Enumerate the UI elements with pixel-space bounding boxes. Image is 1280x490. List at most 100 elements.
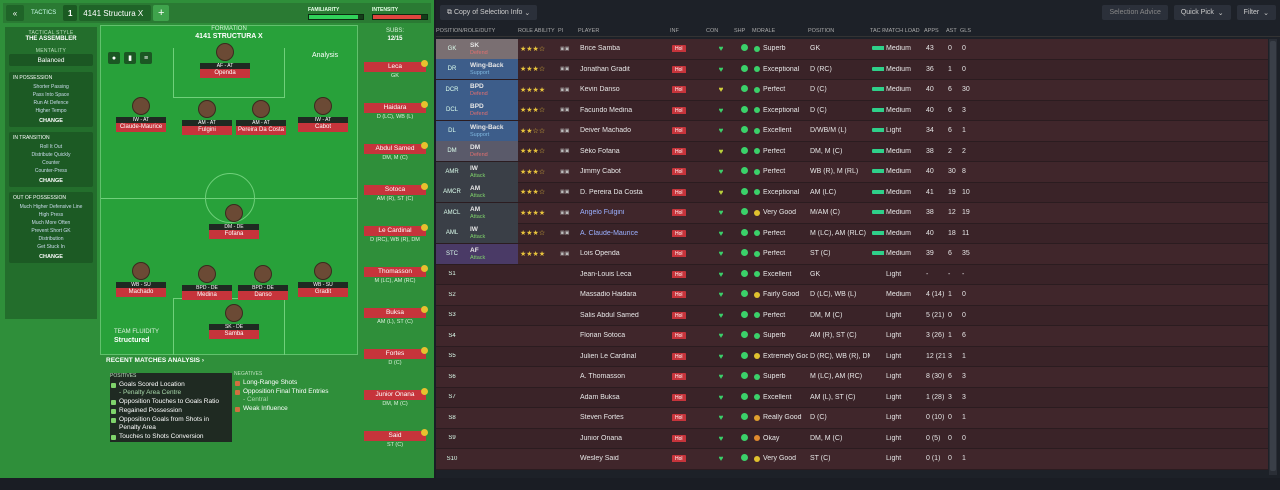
player-instructions-icon[interactable]: ▣▣ xyxy=(560,168,570,175)
table-row[interactable]: AMCR AM Attack ★★★☆ ▣▣ D. Pereira Da Costa Hol… xyxy=(436,182,1268,203)
player-name[interactable]: Lois Openda xyxy=(580,250,620,258)
role-duty[interactable]: Wing-Back Support xyxy=(466,120,518,141)
sub-player-name[interactable]: Said xyxy=(364,431,426,441)
add-tactic-button[interactable]: + xyxy=(153,5,170,21)
player-instructions-icon[interactable]: ▣▣ xyxy=(560,230,570,237)
player-name[interactable]: Jean-Louis Leca xyxy=(580,270,632,278)
sub-player-name[interactable]: Fortes xyxy=(364,349,426,359)
column-header[interactable]: ROLE ABILITY xyxy=(518,27,555,34)
notes-icon[interactable]: ≡ xyxy=(140,52,152,64)
column-header[interactable]: POSITION/ROLE/DUTY xyxy=(436,27,496,34)
player-name[interactable]: A. Claude-Maurice xyxy=(580,229,638,237)
player-instructions-icon[interactable]: ▣▣ xyxy=(560,189,570,196)
table-row[interactable]: STC AF Attack ★★★★ ▣▣ Lois Openda Hol ♥ Perfect S… xyxy=(436,243,1268,265)
player-name-tag[interactable]: Danso xyxy=(238,291,288,300)
table-row[interactable]: S1 Jean-Louis Leca Hol ♥ Excellent GK Light - - - xyxy=(436,264,1268,285)
sub-player-name[interactable]: Haidara xyxy=(364,103,426,113)
table-row[interactable]: S9 Junior Onana Hol ♥ Okay DM, M (C) Light 0 (5… xyxy=(436,428,1268,449)
player-name[interactable]: Brice Samba xyxy=(580,45,621,53)
player-card[interactable]: WB - SU Gradit xyxy=(298,262,348,297)
player-name-tag[interactable]: Openda xyxy=(200,69,250,78)
table-row[interactable]: DCR BPD Defend ★★★★ ▣▣ Kevin Danso Hol ♥ Perfect… xyxy=(436,79,1268,101)
column-header[interactable]: MATCH LOAD xyxy=(884,27,920,34)
table-row[interactable]: S2 Massadio Haidara Hol ♥ Fairly Good D (LC),… xyxy=(436,285,1268,306)
sub-player-name[interactable]: Thomasson xyxy=(364,267,426,277)
player-name[interactable]: Steven Fortes xyxy=(580,414,624,422)
player-name-tag[interactable]: Medina xyxy=(182,291,232,300)
column-header[interactable]: APPS xyxy=(924,27,939,34)
column-header[interactable]: AST xyxy=(946,27,957,34)
sub-player[interactable]: Le Cardinal D (RC), WB (R), DM xyxy=(360,224,430,248)
sub-player[interactable]: Said ST (C) xyxy=(360,429,430,453)
role-duty[interactable]: AM Attack xyxy=(466,182,518,203)
column-header[interactable]: SHP xyxy=(734,27,746,34)
player-name[interactable]: Jonathan Gradit xyxy=(580,65,630,73)
tactic-name-dropdown[interactable]: 4141 Structura X xyxy=(79,5,152,21)
selection-advice-button[interactable]: Selection Advice xyxy=(1102,5,1168,20)
player-instructions-icon[interactable]: ▣▣ xyxy=(560,86,570,93)
back-button[interactable]: « xyxy=(6,5,24,21)
role-duty[interactable]: AF Attack xyxy=(466,243,518,264)
role-duty[interactable]: DM Defend xyxy=(466,141,518,162)
player-name[interactable]: Séko Fofana xyxy=(580,147,620,155)
analysis-button[interactable]: Analysis xyxy=(312,52,339,59)
sub-player[interactable]: Junior Onana DM, M (C) xyxy=(360,388,430,412)
player-card[interactable]: IW - AT Claude-Maurice xyxy=(116,97,166,132)
table-row[interactable]: S8 Steven Fortes Hol ♥ Really Good D (C) Light… xyxy=(436,408,1268,429)
player-name[interactable]: Angelo Fulgini xyxy=(580,209,625,217)
copy-selection-dropdown[interactable]: ⧉ Copy of Selection Info ⌄ xyxy=(440,5,538,20)
sub-player[interactable]: Leca GK xyxy=(360,60,430,84)
role-duty[interactable]: AM Attack xyxy=(466,202,518,223)
role-duty[interactable]: IW Attack xyxy=(466,223,518,244)
player-card[interactable]: DM - DE Fofana xyxy=(209,204,259,239)
player-name[interactable]: Adam Buksa xyxy=(580,393,620,401)
table-row[interactable]: GK SK Defend ★★★☆ ▣▣ Brice Samba Hol ♥ Superb GK M… xyxy=(436,38,1268,60)
sub-player[interactable]: Abdul Samed DM, M (C) xyxy=(360,142,430,166)
in-transition-change-button[interactable]: CHANGE xyxy=(39,178,63,184)
player-card[interactable]: WB - SU Machado xyxy=(116,262,166,297)
table-row[interactable]: S4 Florian Sotoca Hol ♥ Superb AM (R), ST (C)… xyxy=(436,326,1268,347)
table-row[interactable]: S6 A. Thomasson Hol ♥ Superb M (LC), AM (RC) L… xyxy=(436,367,1268,388)
role-duty[interactable]: IW Attack xyxy=(466,161,518,182)
sub-player-name[interactable]: Leca xyxy=(364,62,426,72)
sub-player[interactable]: Haidara D (LC), WB (L) xyxy=(360,101,430,125)
column-header[interactable]: TAC FAM xyxy=(870,27,884,34)
player-name[interactable]: Jimmy Cabot xyxy=(580,168,621,176)
player-card[interactable]: AM - AT Fulgini xyxy=(182,100,232,135)
sub-player-name[interactable]: Sotoca xyxy=(364,185,426,195)
quick-pick-button[interactable]: Quick Pick ⌄ xyxy=(1173,5,1231,20)
player-name[interactable]: Florian Sotoca xyxy=(580,332,626,340)
sub-player[interactable]: Buksa AM (L), ST (C) xyxy=(360,306,430,330)
filter-button[interactable]: Filter ⌄ xyxy=(1236,5,1276,20)
table-row[interactable]: S3 Salis Abdul Samed Hol ♥ Perfect DM, M (C) L… xyxy=(436,305,1268,326)
column-header[interactable]: POSITION xyxy=(808,27,835,34)
player-card[interactable]: IW - AT Cabot xyxy=(298,97,348,132)
sub-player-name[interactable]: Junior Onana xyxy=(364,390,426,400)
player-name[interactable]: Kevin Danso xyxy=(580,86,620,94)
table-row[interactable]: DCL BPD Defend ★★★☆ ▣▣ Facundo Medina Hol ♥ Exce… xyxy=(436,100,1268,121)
player-name-tag[interactable]: Fofana xyxy=(209,230,259,239)
scrollbar-thumb[interactable] xyxy=(1270,41,1276,471)
role-duty[interactable]: Wing-Back Support xyxy=(466,59,518,80)
table-row[interactable]: DL Wing-Back Support ★★☆☆ ▣▣ Deiver Machado Ho… xyxy=(436,120,1268,142)
recent-matches-title[interactable]: RECENT MATCHES ANALYSIS › xyxy=(106,357,204,364)
table-row[interactable]: S10 Wesley Said Hol ♥ Very Good ST (C) Light 0 … xyxy=(436,449,1268,470)
player-name[interactable]: A. Thomasson xyxy=(580,373,626,381)
player-name-tag[interactable]: Samba xyxy=(209,330,259,339)
player-name[interactable]: D. Pereira Da Costa xyxy=(580,188,643,196)
tactical-style-value[interactable]: THE ASSEMBLER xyxy=(25,36,77,42)
player-name-tag[interactable]: Machado xyxy=(116,288,166,297)
info-icon[interactable]: ● xyxy=(108,52,120,64)
table-row[interactable]: AML IW Attack ★★★☆ ▣▣ A. Claude-Maurice Hol ♥ Pe… xyxy=(436,223,1268,244)
sub-player[interactable]: Thomasson M (LC), AM (RC) xyxy=(360,265,430,289)
player-name-tag[interactable]: Claude-Maurice xyxy=(116,123,166,132)
table-row[interactable]: DR Wing-Back Support ★★★☆ ▣▣ Jonathan Gradit H… xyxy=(436,59,1268,80)
table-row[interactable]: S5 Julien Le Cardinal Hol ♥ Extremely GoodD … xyxy=(436,346,1268,367)
column-header[interactable]: INF xyxy=(670,27,679,34)
role-duty[interactable]: BPD Defend xyxy=(466,79,518,100)
player-name-tag[interactable]: Gradit xyxy=(298,288,348,297)
player-name[interactable]: Junior Onana xyxy=(580,434,623,442)
column-header[interactable]: PI xyxy=(558,27,564,34)
player-instructions-icon[interactable]: ▣▣ xyxy=(560,66,570,73)
scrollbar[interactable] xyxy=(1269,39,1277,475)
